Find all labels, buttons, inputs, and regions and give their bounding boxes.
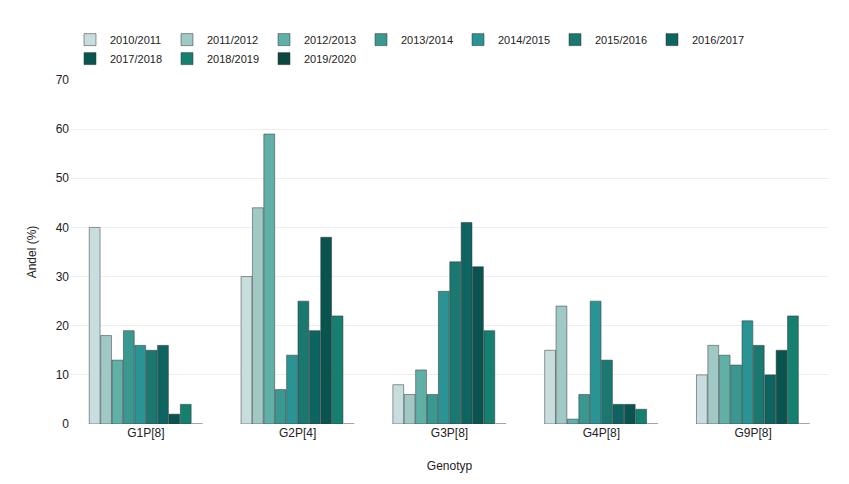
svg-text:0: 0	[62, 417, 69, 431]
svg-text:G4P[8]: G4P[8]	[583, 426, 620, 440]
svg-text:70: 70	[56, 73, 70, 87]
svg-text:2010/2011: 2010/2011	[110, 34, 161, 46]
svg-text:2016/2017: 2016/2017	[692, 34, 744, 46]
svg-text:2019/2020: 2019/2020	[304, 53, 356, 65]
svg-text:2018/2019: 2018/2019	[207, 53, 259, 65]
svg-text:2011/2012: 2011/2012	[207, 34, 258, 46]
svg-text:2017/2018: 2017/2018	[110, 53, 162, 65]
svg-text:Andel (%): Andel (%)	[25, 226, 39, 279]
svg-text:40: 40	[56, 221, 70, 235]
svg-text:2015/2016: 2015/2016	[595, 34, 647, 46]
svg-text:G2P[4]: G2P[4]	[279, 426, 316, 440]
svg-text:30: 30	[56, 270, 70, 284]
svg-text:G3P[8]: G3P[8]	[431, 426, 468, 440]
svg-text:Genotyp: Genotyp	[427, 459, 473, 473]
svg-text:2012/2013: 2012/2013	[304, 34, 356, 46]
svg-text:10: 10	[56, 368, 70, 382]
svg-text:60: 60	[56, 122, 70, 136]
svg-text:50: 50	[56, 171, 70, 185]
svg-text:2013/2014: 2013/2014	[401, 34, 453, 46]
svg-text:G9P[8]: G9P[8]	[734, 426, 771, 440]
svg-text:2014/2015: 2014/2015	[498, 34, 550, 46]
svg-text:G1P[8]: G1P[8]	[127, 426, 164, 440]
svg-text:20: 20	[56, 319, 70, 333]
